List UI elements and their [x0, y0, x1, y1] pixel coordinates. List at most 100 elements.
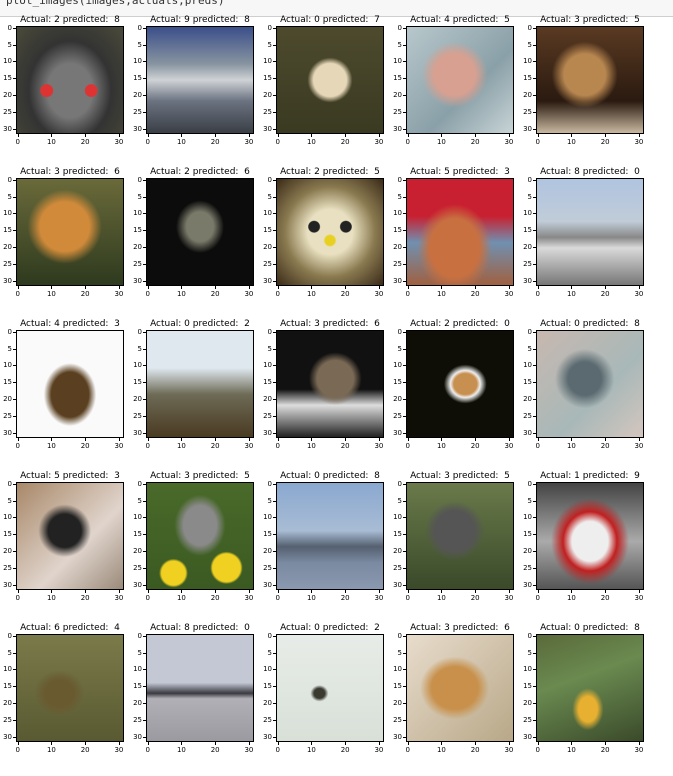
y-tick-label: 15	[3, 530, 12, 539]
x-tick-label: 0	[15, 594, 20, 602]
x-tick-mark	[441, 286, 443, 289]
y-tick-label: 25	[393, 412, 402, 421]
subplot-title: Actual: 3 predicted: 5	[150, 471, 250, 481]
y-tick-mark	[143, 568, 146, 570]
y-tick-mark	[143, 551, 146, 553]
x-tick-label: 10	[176, 290, 186, 298]
y-tick-label: 10	[523, 209, 532, 218]
y-tick-mark	[273, 365, 276, 367]
x-tick-label: 10	[306, 290, 316, 298]
y-tick-label: 0	[267, 631, 272, 640]
x-tick-label: 10	[566, 290, 576, 298]
y-tick-label: 15	[523, 226, 532, 235]
x-tick-label: 20	[210, 290, 220, 298]
y-tick-mark	[143, 534, 146, 536]
subplot-title: Actual: 3 predicted: 5	[410, 471, 510, 481]
y-tick-label: 25	[393, 716, 402, 725]
y-tick-label: 0	[137, 23, 142, 32]
y-tick-mark	[533, 517, 536, 519]
y-tick-label: 0	[527, 23, 532, 32]
y-tick-label: 15	[393, 682, 402, 691]
subplot-image	[146, 26, 254, 134]
x-tick-label: 30	[114, 138, 124, 146]
y-tick-mark	[533, 686, 536, 688]
x-tick-mark	[311, 590, 313, 593]
subplot-panel: Actual: 3 predicted: 5 0 5 10 15 20 25 30 0 10 20 3…	[523, 15, 656, 168]
y-tick-mark	[403, 61, 406, 63]
y-tick-mark	[13, 230, 16, 232]
subplot-image	[536, 330, 644, 438]
subplot-panel: Actual: 0 predicted: 8 0 5 10 15 20 25 30 0 10 20 3…	[523, 319, 656, 472]
subplot-title: Actual: 3 predicted: 6	[410, 623, 510, 633]
y-tick-mark	[273, 264, 276, 266]
y-tick-mark	[533, 736, 536, 738]
y-tick-mark	[533, 703, 536, 705]
x-tick-mark	[181, 438, 183, 441]
y-tick-label: 15	[3, 378, 12, 387]
y-tick-label: 25	[523, 412, 532, 421]
x-tick-mark	[17, 438, 19, 441]
code-line: plot_images(images,actuals,preds)	[6, 0, 225, 7]
x-tick-mark	[378, 438, 380, 441]
x-tick-label: 0	[535, 442, 540, 450]
y-tick-label: 25	[263, 412, 272, 421]
y-tick-mark	[13, 551, 16, 553]
x-tick-label: 20	[600, 138, 610, 146]
subplot-title: Actual: 5 predicted: 3	[20, 471, 120, 481]
y-tick-label: 5	[267, 192, 272, 201]
y-tick-mark	[403, 382, 406, 384]
y-tick-mark	[533, 112, 536, 114]
y-tick-label: 20	[3, 243, 12, 252]
x-tick-mark	[407, 286, 409, 289]
subplot-panel: Actual: 3 predicted: 6 0 5 10 15 20 25 30 0 10 20 3…	[3, 167, 136, 320]
x-tick-mark	[248, 134, 250, 137]
y-tick-label: 10	[263, 57, 272, 66]
x-tick-mark	[508, 590, 510, 593]
y-tick-label: 5	[397, 192, 402, 201]
y-tick-label: 30	[3, 276, 12, 285]
x-tick-label: 20	[600, 442, 610, 450]
y-tick-label: 30	[393, 428, 402, 437]
y-tick-label: 20	[133, 91, 142, 100]
y-tick-mark	[403, 686, 406, 688]
x-tick-mark	[571, 134, 573, 137]
y-tick-mark	[533, 500, 536, 502]
y-tick-label: 20	[133, 547, 142, 556]
y-tick-mark	[533, 213, 536, 215]
subplot-panel: Actual: 5 predicted: 3 0 5 10 15 20 25 30 0 10 20 3…	[3, 471, 136, 624]
y-tick-label: 10	[523, 57, 532, 66]
subplot-panel: Actual: 0 predicted: 8 0 5 10 15 20 25 30 0 10 20 3…	[523, 623, 656, 776]
x-tick-mark	[378, 286, 380, 289]
y-tick-mark	[403, 128, 406, 130]
y-tick-mark	[533, 584, 536, 586]
subplot-panel: Actual: 3 predicted: 6 0 5 10 15 20 25 30 0 10 20 3…	[263, 319, 396, 472]
y-tick-mark	[273, 669, 276, 671]
x-tick-label: 0	[145, 594, 150, 602]
y-tick-label: 5	[267, 344, 272, 353]
y-tick-label: 20	[393, 243, 402, 252]
y-tick-mark	[13, 382, 16, 384]
x-tick-mark	[311, 742, 313, 745]
x-tick-mark	[537, 134, 539, 137]
x-tick-label: 30	[244, 442, 254, 450]
y-tick-mark	[533, 280, 536, 282]
subplot-image	[146, 330, 254, 438]
x-tick-label: 0	[15, 290, 20, 298]
x-tick-mark	[311, 134, 313, 137]
y-tick-label: 0	[397, 631, 402, 640]
y-tick-label: 15	[133, 378, 142, 387]
x-tick-mark	[181, 134, 183, 137]
x-tick-label: 30	[244, 290, 254, 298]
y-tick-label: 15	[523, 682, 532, 691]
y-tick-label: 15	[393, 530, 402, 539]
x-tick-label: 20	[80, 442, 90, 450]
y-tick-mark	[13, 179, 16, 181]
y-tick-label: 25	[3, 412, 12, 421]
y-tick-label: 25	[3, 564, 12, 573]
y-tick-mark	[143, 517, 146, 519]
y-tick-label: 25	[133, 716, 142, 725]
code-cell[interactable]: plot_images(images,actuals,preds)	[0, 0, 673, 17]
x-tick-label: 30	[244, 138, 254, 146]
y-tick-label: 0	[7, 23, 12, 32]
y-tick-label: 10	[393, 513, 402, 522]
